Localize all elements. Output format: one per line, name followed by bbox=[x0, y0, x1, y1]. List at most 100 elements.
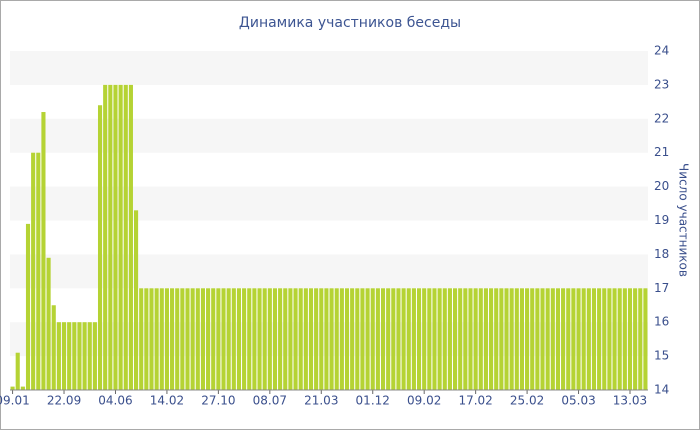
bar bbox=[36, 152, 41, 390]
bar bbox=[77, 322, 82, 390]
bar bbox=[185, 288, 190, 390]
bar bbox=[452, 288, 458, 390]
bar bbox=[422, 288, 427, 390]
bar bbox=[46, 257, 51, 390]
x-tick-label: 17.02 bbox=[458, 394, 492, 408]
bar bbox=[154, 288, 159, 390]
x-tick-label: 09.02 bbox=[407, 394, 441, 408]
bar bbox=[288, 288, 293, 390]
x-tick-label: 05.03 bbox=[561, 394, 595, 408]
bar bbox=[473, 288, 478, 390]
bar bbox=[293, 288, 298, 390]
bar bbox=[164, 288, 169, 390]
bar bbox=[360, 288, 365, 390]
chart-title: Динамика участников беседы bbox=[239, 15, 461, 31]
y-tick-label: 18 bbox=[654, 247, 669, 261]
bar bbox=[350, 288, 355, 390]
bar bbox=[355, 288, 360, 390]
bar bbox=[31, 152, 36, 390]
bar bbox=[262, 288, 267, 390]
bar bbox=[221, 288, 226, 390]
bar bbox=[180, 288, 185, 390]
bar bbox=[468, 288, 473, 390]
bar bbox=[494, 288, 499, 390]
y-tick-label: 15 bbox=[654, 349, 669, 363]
bar bbox=[103, 84, 108, 391]
bar bbox=[272, 288, 278, 390]
bar bbox=[206, 288, 211, 390]
bar bbox=[200, 288, 206, 390]
bar bbox=[576, 288, 581, 390]
bar bbox=[139, 288, 144, 390]
bar bbox=[437, 288, 442, 390]
bar bbox=[195, 288, 200, 390]
y-axis-label: Число участников bbox=[677, 163, 691, 277]
bar bbox=[334, 288, 339, 390]
bar bbox=[319, 288, 324, 390]
bar bbox=[82, 322, 87, 390]
bar bbox=[329, 288, 334, 390]
x-tick-label: 01.12 bbox=[356, 394, 390, 408]
bar bbox=[458, 288, 463, 390]
bar bbox=[406, 288, 411, 390]
bar bbox=[344, 288, 350, 390]
bar bbox=[380, 288, 386, 390]
bar bbox=[72, 322, 77, 390]
bar bbox=[633, 288, 638, 390]
bar bbox=[401, 288, 406, 390]
bar bbox=[113, 84, 118, 391]
bar bbox=[133, 210, 139, 390]
bar bbox=[242, 288, 247, 390]
bar bbox=[67, 322, 72, 390]
bar bbox=[236, 288, 242, 390]
bar bbox=[617, 288, 622, 390]
y-tick-label: 24 bbox=[654, 44, 669, 58]
bar bbox=[247, 288, 252, 390]
bar bbox=[190, 288, 195, 390]
y-tick-label: 20 bbox=[654, 179, 669, 193]
bar bbox=[627, 288, 633, 390]
bar bbox=[519, 288, 525, 390]
bar bbox=[525, 288, 530, 390]
bar bbox=[432, 288, 437, 390]
bar bbox=[61, 322, 67, 390]
bar bbox=[509, 288, 514, 390]
x-tick-label: 27.10 bbox=[201, 394, 235, 408]
bar bbox=[638, 288, 643, 390]
bar bbox=[643, 288, 648, 390]
bar bbox=[15, 352, 20, 390]
x-tick-label: 21.03 bbox=[304, 394, 338, 408]
x-tick-label: 08.07 bbox=[253, 394, 287, 408]
bar bbox=[216, 288, 221, 390]
bar bbox=[41, 112, 46, 391]
bar bbox=[149, 288, 154, 390]
bar bbox=[175, 288, 180, 390]
bar bbox=[416, 288, 422, 390]
bar bbox=[535, 288, 540, 390]
x-tick-label: 04.06 bbox=[98, 394, 132, 408]
bar bbox=[396, 288, 401, 390]
bar bbox=[87, 322, 92, 390]
bar bbox=[612, 288, 617, 390]
y-tick-label: 21 bbox=[654, 145, 669, 159]
bar bbox=[20, 386, 25, 390]
bar bbox=[211, 288, 216, 390]
bar bbox=[427, 288, 432, 390]
bar bbox=[483, 288, 488, 390]
bar bbox=[314, 288, 319, 390]
bar bbox=[144, 288, 149, 390]
y-tick-label: 14 bbox=[654, 383, 669, 397]
bar bbox=[463, 288, 468, 390]
bar bbox=[257, 288, 262, 390]
bar bbox=[159, 288, 164, 390]
bar bbox=[267, 288, 272, 390]
bar bbox=[303, 288, 308, 390]
bar bbox=[231, 288, 236, 390]
bar bbox=[566, 288, 571, 390]
bar bbox=[170, 288, 175, 390]
grid-band bbox=[10, 51, 648, 85]
bar bbox=[550, 288, 555, 390]
bar bbox=[339, 288, 344, 390]
bar bbox=[10, 386, 15, 390]
